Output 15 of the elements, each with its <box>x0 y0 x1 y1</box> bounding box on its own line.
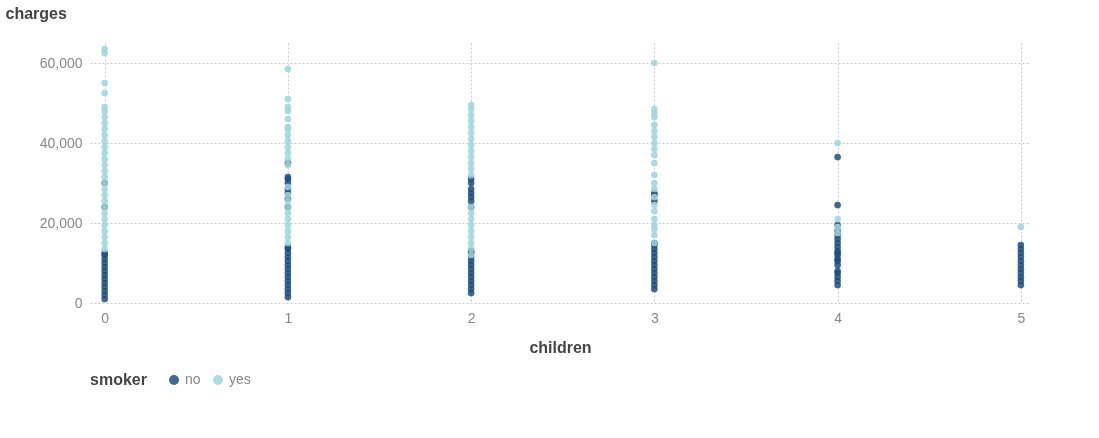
x-tick-label: 0 <box>101 309 110 326</box>
y-tick-label: 20,000 <box>39 214 83 231</box>
y-tick-label: 0 <box>74 294 83 311</box>
legend-title: smoker <box>90 371 147 388</box>
x-axis-title: children <box>529 338 592 356</box>
y-axis-title: charges <box>5 4 67 22</box>
legend-label: yes <box>229 371 251 387</box>
legend-label: no <box>185 371 201 387</box>
x-tick-label: 5 <box>1017 309 1026 326</box>
x-tick-label: 3 <box>650 309 659 326</box>
y-tick-label: 60,000 <box>39 54 83 71</box>
x-tick-label: 4 <box>834 309 843 326</box>
x-tick-label: 2 <box>467 309 476 326</box>
x-tick-label: 1 <box>284 309 293 326</box>
y-tick-label: 40,000 <box>39 134 83 151</box>
